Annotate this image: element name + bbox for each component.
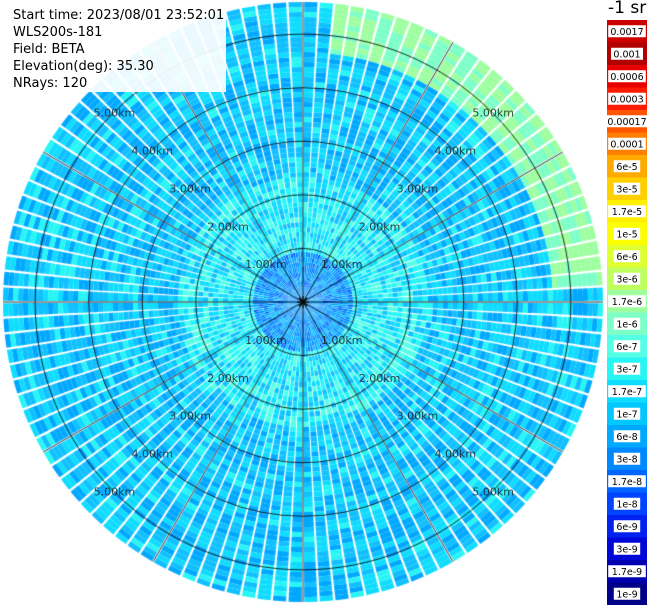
colorbar-tick-label: 0.0003 <box>610 94 643 105</box>
colorbar-tick-label: 0.0006 <box>610 72 643 83</box>
colorbar-tick-label: 1e-7 <box>616 409 637 420</box>
colorbar-tick-label: 6e-9 <box>616 522 637 533</box>
colorbar-units: -1 sr <box>608 0 647 18</box>
colorbar-tick-label: 0.00017 <box>607 117 646 128</box>
colorbar-tick-label: 1e-6 <box>616 319 637 330</box>
colorbar-tick-label: 1.7e-7 <box>612 387 642 398</box>
colorbar-tick-label: 0.0001 <box>610 139 643 150</box>
colorbar-tick-label: 1.7e-6 <box>612 297 642 308</box>
nrays-text: NRays: 120 <box>13 76 88 91</box>
colorbar-tick-label: 0.0017 <box>610 27 643 38</box>
colorbar-tick-label: 1.7e-9 <box>612 567 642 578</box>
elevation-text: Elevation(deg): 35.30 <box>13 59 154 74</box>
colorbar-tick-label: 3e-5 <box>616 184 637 195</box>
colorbar-tick-label: 3e-7 <box>616 364 637 375</box>
colorbar-tick-label: 6e-5 <box>616 162 637 173</box>
colorbar-tick-label: 1.7e-5 <box>612 207 642 218</box>
colorbar-tick-label: 6e-7 <box>616 342 637 353</box>
colorbar-tick-label: 1e-9 <box>616 589 637 600</box>
ppi-scan-plot <box>0 0 605 607</box>
start-time-text: Start time: 2023/08/01 23:52:01 <box>13 8 225 23</box>
colorbar-tick-label: 3e-8 <box>616 454 637 465</box>
colorbar-tick-label: 6e-8 <box>616 432 637 443</box>
colorbar-tick-label: 1e-8 <box>616 499 637 510</box>
colorbar-tick-label: 6e-6 <box>616 252 637 263</box>
instrument-name: WLS200s-181 <box>13 25 103 40</box>
colorbar-tick-label: 1e-5 <box>616 229 637 240</box>
scan-info-panel: Start time: 2023/08/01 23:52:01 WLS200s-… <box>11 7 227 92</box>
field-name: Field: BETA <box>13 42 85 57</box>
colorbar-tick-label: 1.7e-8 <box>612 477 642 488</box>
colorbar-tick-label: 3e-9 <box>616 544 637 555</box>
colorbar-tick-label: 0.001 <box>613 49 640 60</box>
colorbar: 0.0017 0.001 0.0006 0.0003 0.00017 0.0001 6e-5… <box>607 20 647 605</box>
colorbar-tick-label: 3e-6 <box>616 274 637 285</box>
